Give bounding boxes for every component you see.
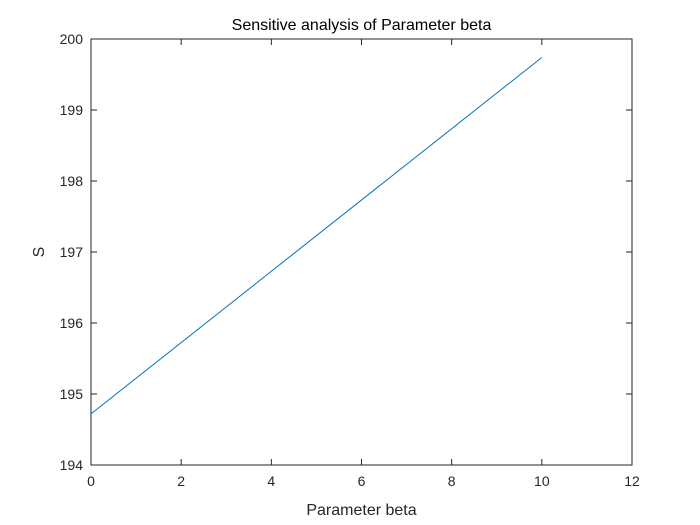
x-tick-label: 8 <box>448 473 456 489</box>
x-axis-label: Parameter beta <box>306 502 416 519</box>
series-line <box>90 57 543 415</box>
y-tick-label: 199 <box>60 102 84 118</box>
x-tick-label: 2 <box>177 473 185 489</box>
chart-title: Sensitive analysis of Parameter beta <box>232 17 492 34</box>
y-tick-label: 198 <box>60 173 84 189</box>
y-tick-label: 195 <box>60 386 84 402</box>
series-layer <box>90 57 543 415</box>
x-tick-label: 6 <box>358 473 366 489</box>
x-axis-ticks: 0 2 4 6 8 10 12 <box>87 39 640 489</box>
x-tick-label: 12 <box>624 473 640 489</box>
x-tick-label: 0 <box>87 473 95 489</box>
x-tick-label: 4 <box>267 473 275 489</box>
plot-area <box>90 38 633 466</box>
y-tick-label: 200 <box>60 31 84 47</box>
y-tick-label: 196 <box>60 315 84 331</box>
x-tick-label: 10 <box>534 473 550 489</box>
y-axis-ticks: 194 195 196 197 198 199 200 <box>60 31 632 473</box>
y-tick-label: 194 <box>60 457 84 473</box>
y-axis-label: S <box>31 247 48 258</box>
y-tick-label: 197 <box>60 244 84 260</box>
